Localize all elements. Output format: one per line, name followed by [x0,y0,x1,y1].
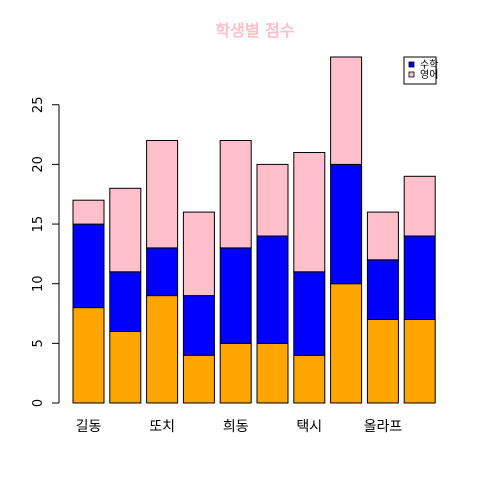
y-tick-label-2: 10 [31,275,46,292]
bar-segment-2-2 [146,140,179,249]
y-axis: 0 5 10 15 20 25 [31,97,60,407]
bar-segment-8-0 [366,319,399,404]
legend-box [403,56,437,85]
bar-segment-0-0 [72,307,105,404]
chart-title: 학생별 점수 [215,21,294,40]
bar-segment-2-1 [146,247,179,297]
bar-segment-3-2 [182,211,215,297]
bar-segment-1-0 [109,330,142,404]
bar-segment-3-1 [182,295,215,356]
bar-segment-6-1 [293,271,326,356]
x-tick-label-4: 희동 [223,419,249,435]
bar-segment-3-0 [182,354,215,404]
bar-segment-2-0 [146,295,179,404]
bar-segment-9-1 [403,235,436,320]
y-tick-label-4: 20 [31,156,46,173]
legend-label-1: 영어 [420,69,438,81]
y-tick-label-0: 0 [31,399,46,407]
legend-swatch-0 [408,61,415,68]
bar-segment-6-2 [293,152,326,273]
bar-segment-8-1 [366,259,399,320]
bar-segment-5-2 [256,163,289,237]
x-axis-labels: 길동 또치 희동 택시 올라프 [76,419,403,435]
bar-segment-4-2 [219,140,252,249]
x-tick-label-2: 또치 [149,419,175,435]
bar-segment-1-1 [109,271,142,332]
bar-segment-0-2 [72,199,105,225]
bar-segment-4-1 [219,247,252,344]
legend-label-0: 수학 [420,59,438,71]
bar-segment-5-0 [256,342,289,404]
x-tick-label-6: 택시 [296,419,322,435]
bars-group [72,56,436,404]
x-tick-label-0: 길동 [76,419,102,435]
bar-segment-1-2 [109,187,142,273]
y-tick-label-1: 5 [31,339,46,347]
bar-segment-9-0 [403,319,436,404]
bar-segment-7-2 [330,56,363,165]
bar-segment-8-2 [366,211,399,261]
bar-segment-7-0 [330,283,363,404]
bar-segment-7-1 [330,163,363,285]
bar-segment-6-0 [293,354,326,404]
legend-swatch-1 [408,71,415,78]
bar-segment-9-2 [403,175,436,237]
y-tick-label-5: 25 [31,97,46,114]
bar-segment-5-1 [256,235,289,344]
y-tick-label-3: 15 [31,216,46,233]
bar-segment-4-0 [219,342,252,404]
bar-segment-0-1 [72,223,105,309]
x-tick-label-8: 올라프 [364,419,403,435]
